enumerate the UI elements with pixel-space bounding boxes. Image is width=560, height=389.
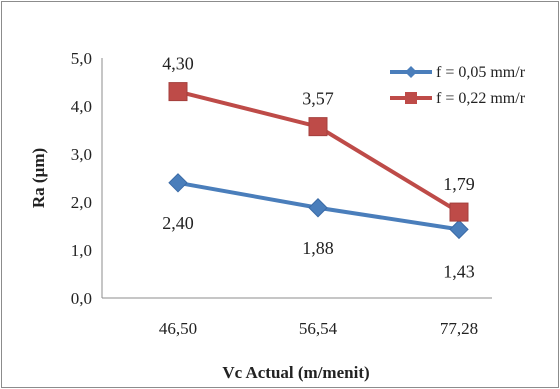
data-label: 1,79: [443, 174, 475, 194]
data-label: 3,57: [302, 89, 334, 109]
data-point: [168, 173, 188, 193]
legend-label: f = 0,22 mm/r: [436, 90, 526, 107]
legend-marker: [405, 66, 417, 78]
x-tick-label: 77,28: [440, 319, 478, 338]
data-point: [449, 202, 469, 222]
y-tick-label: 3,0: [71, 145, 92, 164]
legend: f = 0,05 mm/r f = 0,22 mm/r: [390, 64, 526, 107]
x-tick-label: 56,54: [299, 319, 338, 338]
data-label: 1,88: [302, 238, 334, 258]
data-label: 4,30: [162, 54, 194, 74]
data-label: 1,43: [443, 261, 475, 281]
data-point: [449, 219, 469, 240]
legend-marker: [405, 92, 417, 104]
data-point: [308, 198, 328, 218]
y-tick-label: 2,0: [71, 193, 92, 212]
y-tick-label: 4,0: [71, 97, 92, 116]
axes: [101, 58, 492, 299]
y-tick-label: 1,0: [71, 241, 92, 260]
series-group: 2,40 1,88 1,43 4,30 3,57 1,79: [162, 54, 475, 282]
x-axis-title: Vc Actual (m/menit): [222, 363, 369, 382]
y-tick-label: 0,0: [71, 289, 92, 308]
data-point: [308, 117, 328, 137]
data-point: [168, 82, 188, 102]
x-tick-labels: 46,50 56,54 77,28: [159, 319, 478, 338]
y-axis-title: Ra (µm): [29, 148, 48, 208]
y-tick-labels: 0,0 1,0 2,0 3,0 4,0 5,0: [71, 49, 92, 308]
y-tick-label: 5,0: [71, 49, 92, 68]
series-line: [177, 89, 461, 214]
legend-label: f = 0,05 mm/r: [436, 64, 526, 81]
x-tick-label: 46,50: [159, 319, 197, 338]
data-label: 2,40: [162, 213, 194, 233]
